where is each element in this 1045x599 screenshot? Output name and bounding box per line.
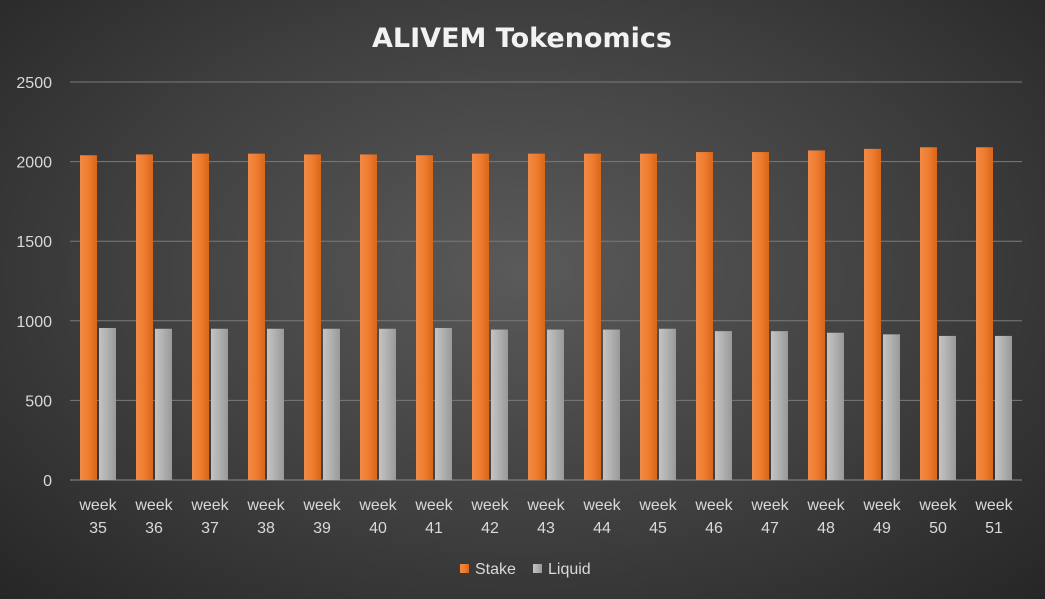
bar-liquid bbox=[211, 328, 228, 480]
x-tick-label-line1: week bbox=[862, 497, 901, 514]
legend-label-liquid: Liquid bbox=[548, 561, 591, 578]
bar-liquid bbox=[771, 331, 788, 480]
bar-stake bbox=[752, 152, 769, 480]
bar-stake bbox=[920, 147, 937, 480]
bar-liquid bbox=[267, 328, 284, 480]
x-tick-label-line2: 39 bbox=[313, 520, 331, 537]
bar-liquid bbox=[323, 328, 340, 480]
x-tick-label-line1: week bbox=[470, 497, 509, 514]
x-tick-label-line2: 49 bbox=[873, 520, 891, 537]
x-tick-label-line1: week bbox=[78, 497, 117, 514]
x-tick-label-line1: week bbox=[806, 497, 845, 514]
x-tick-label-line2: 51 bbox=[985, 520, 1003, 537]
x-tick-label-line2: 46 bbox=[705, 520, 723, 537]
bar-liquid bbox=[435, 327, 452, 480]
bar-stake bbox=[640, 153, 657, 480]
x-tick-label-line1: week bbox=[302, 497, 341, 514]
x-tick-label-line2: 50 bbox=[929, 520, 947, 537]
x-tick-label-line1: week bbox=[190, 497, 229, 514]
bar-liquid bbox=[827, 332, 844, 480]
y-tick-label: 2500 bbox=[16, 75, 52, 92]
gridlines bbox=[70, 81, 1022, 481]
bar-stake bbox=[584, 153, 601, 480]
bar-liquid bbox=[715, 331, 732, 480]
bar-stake bbox=[528, 153, 545, 480]
x-tick-label-line1: week bbox=[246, 497, 285, 514]
x-tick-label-line2: 45 bbox=[649, 520, 667, 537]
bar-liquid bbox=[995, 335, 1012, 480]
bar-liquid bbox=[659, 328, 676, 480]
x-tick-label-line2: 48 bbox=[817, 520, 835, 537]
x-tick-label-line2: 41 bbox=[425, 520, 443, 537]
bars bbox=[80, 147, 1012, 480]
x-tick-label-line1: week bbox=[526, 497, 565, 514]
x-tick-label-line1: week bbox=[414, 497, 453, 514]
bar-stake bbox=[472, 153, 489, 480]
bar-liquid bbox=[155, 328, 172, 480]
y-tick-label: 1500 bbox=[16, 234, 52, 251]
chart-title: ALIVEM Tokenomics bbox=[372, 23, 672, 54]
bar-stake bbox=[360, 154, 377, 480]
x-tick-label-line2: 35 bbox=[89, 520, 107, 537]
bar-liquid bbox=[603, 329, 620, 480]
bar-stake bbox=[192, 153, 209, 480]
legend-swatch-stake bbox=[460, 564, 469, 573]
legend-swatch-liquid bbox=[533, 564, 542, 573]
x-tick-label-line1: week bbox=[638, 497, 677, 514]
x-tick-label-line1: week bbox=[974, 497, 1013, 514]
bar-stake bbox=[248, 153, 265, 480]
y-axis-ticks: 0 500 1000 1500 2000 2500 bbox=[16, 75, 52, 490]
bar-liquid bbox=[491, 329, 508, 480]
x-tick-label-line2: 44 bbox=[593, 520, 611, 537]
x-tick-label-line1: week bbox=[134, 497, 173, 514]
x-tick-label-line2: 47 bbox=[761, 520, 779, 537]
x-tick-label-line2: 37 bbox=[201, 520, 219, 537]
x-tick-label-line1: week bbox=[918, 497, 957, 514]
x-tick-label-line2: 43 bbox=[537, 520, 555, 537]
x-axis-ticks: week 35 week 36 week 37 week 38 week 39 week 40 week… bbox=[78, 497, 1013, 537]
bar-liquid bbox=[99, 327, 116, 480]
legend: Stake Liquid bbox=[460, 561, 591, 578]
y-tick-label: 2000 bbox=[16, 155, 52, 172]
x-tick-label-line2: 36 bbox=[145, 520, 163, 537]
bar-liquid bbox=[547, 329, 564, 480]
bar-stake bbox=[304, 154, 321, 480]
x-tick-label-line1: week bbox=[358, 497, 397, 514]
x-tick-label-line1: week bbox=[694, 497, 733, 514]
bar-stake bbox=[416, 155, 433, 480]
bar-stake bbox=[808, 150, 825, 480]
y-tick-label: 0 bbox=[43, 473, 52, 490]
x-tick-label-line2: 38 bbox=[257, 520, 275, 537]
bar-stake bbox=[136, 154, 153, 480]
bar-stake bbox=[976, 147, 993, 480]
x-tick-label-line2: 40 bbox=[369, 520, 387, 537]
bar-liquid bbox=[379, 328, 396, 480]
legend-label-stake: Stake bbox=[475, 561, 516, 578]
bar-stake bbox=[864, 148, 881, 480]
x-tick-label-line1: week bbox=[582, 497, 621, 514]
bar-liquid bbox=[939, 335, 956, 480]
bar-stake bbox=[696, 152, 713, 480]
x-tick-label-line2: 42 bbox=[481, 520, 499, 537]
bar-stake bbox=[80, 155, 97, 480]
bar-liquid bbox=[883, 334, 900, 480]
x-tick-label-line1: week bbox=[750, 497, 789, 514]
y-tick-label: 1000 bbox=[16, 314, 52, 331]
y-tick-label: 500 bbox=[25, 393, 52, 410]
